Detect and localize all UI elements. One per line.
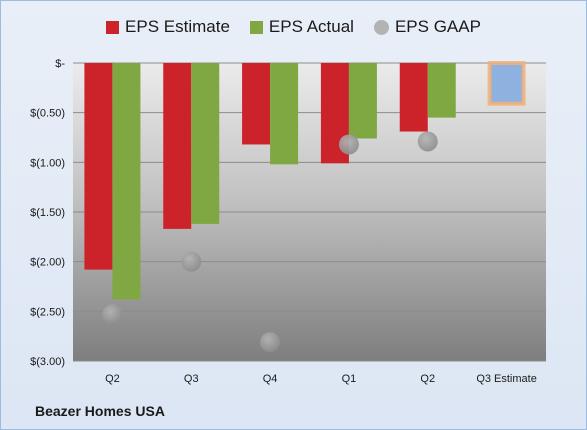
dot-eps-gaap (102, 304, 123, 325)
dot-eps-gaap (417, 131, 438, 152)
legend-item-eps-estimate: EPS Estimate (106, 17, 230, 37)
company-title: Beazer Homes USA (35, 403, 165, 419)
y-tick-label: $(0.50) (30, 108, 65, 120)
legend-item-eps-actual: EPS Actual (249, 17, 354, 37)
legend-swatch-eps-estimate (106, 20, 120, 34)
legend-label-eps-estimate: EPS Estimate (125, 17, 230, 36)
bar-q3-estimate (487, 61, 526, 106)
y-tick-label: $(2.50) (30, 306, 65, 318)
dot-eps-gaap (260, 332, 281, 353)
legend-label-eps-actual: EPS Actual (268, 17, 354, 36)
legend-swatch-eps-actual (249, 20, 263, 34)
x-tick-label: Q3 Estimate (476, 373, 537, 385)
dot-eps-gaap (181, 251, 202, 272)
y-tick-label: $(3.00) (30, 356, 65, 368)
bar-eps-actual (191, 63, 220, 224)
y-tick-label: $- (55, 58, 65, 70)
bar-eps-estimate (242, 63, 271, 145)
bar-eps-estimate (84, 63, 113, 270)
legend-label-eps-gaap: EPS GAAP (394, 17, 481, 36)
bar-eps-actual (348, 63, 377, 139)
y-tick-label: $(1.50) (30, 207, 65, 219)
legend: EPS Estimate EPS Actual EPS GAAP (1, 17, 586, 37)
x-tick-label: Q2 (420, 373, 435, 385)
dot-eps-gaap (338, 134, 359, 155)
bar-eps-actual (270, 63, 299, 165)
x-tick-label: Q4 (263, 373, 278, 385)
legend-item-eps-gaap: EPS GAAP (373, 17, 481, 37)
y-tick-label: $(1.00) (30, 157, 65, 169)
bar-eps-actual (427, 63, 456, 118)
x-tick-label: Q2 (105, 373, 120, 385)
bar-eps-actual (112, 63, 141, 300)
x-tick-label: Q3 (184, 373, 199, 385)
y-tick-label: $(2.00) (30, 257, 65, 269)
x-tick-label: Q1 (342, 373, 357, 385)
bar-eps-estimate (399, 63, 428, 132)
bar-eps-estimate (163, 63, 192, 229)
legend-swatch-eps-gaap (373, 19, 389, 35)
